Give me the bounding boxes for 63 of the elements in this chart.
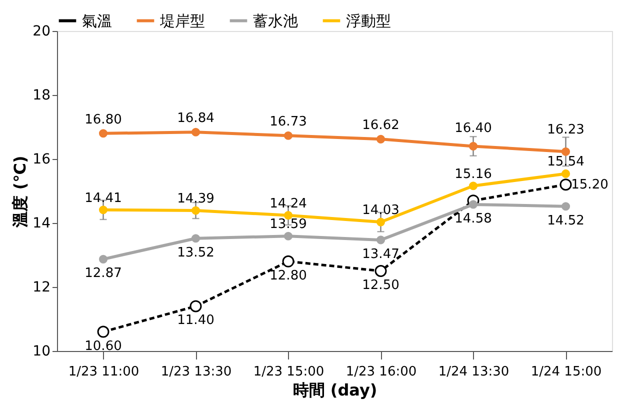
y-tick-label: 12 (32, 280, 50, 296)
point (284, 232, 293, 240)
data-label: 14.52 (547, 213, 584, 228)
point (561, 202, 570, 211)
point (376, 236, 386, 244)
point (376, 218, 386, 226)
data-label: 15.16 (454, 166, 492, 182)
legend-label: 堤岸型 (159, 12, 205, 30)
data-label: 12.87 (84, 266, 122, 282)
point (190, 300, 202, 312)
x-tick-label: 1/23 11:00 (68, 364, 140, 380)
data-label: 12.50 (362, 278, 400, 293)
x-tick-label: 1/24 13:30 (438, 364, 510, 380)
x-tick-label: 1/23 16:00 (346, 364, 417, 380)
point (284, 131, 293, 140)
x-axis-title: 時間 (day) (292, 380, 378, 400)
data-label: 15.54 (547, 154, 584, 170)
x-tick-label: 1/23 13:30 (160, 364, 232, 380)
point (560, 178, 572, 191)
y-tick-label: 20 (32, 24, 50, 40)
point (468, 200, 478, 209)
data-label: 16.80 (84, 112, 122, 128)
x-tick-label: 1/24 15:00 (530, 364, 602, 380)
point (191, 234, 200, 243)
data-label: 16.40 (454, 121, 492, 136)
point (98, 254, 108, 264)
data-label: 16.73 (270, 114, 307, 130)
y-tick-label: 14 (32, 216, 51, 232)
y-tick-label: 18 (32, 88, 50, 104)
data-label: 16.62 (362, 118, 400, 134)
data-label: 14.03 (362, 203, 400, 218)
point (376, 134, 386, 144)
point (468, 182, 478, 190)
point (374, 265, 387, 277)
point (97, 326, 110, 338)
data-label: 15.20 (571, 178, 608, 193)
data-label: 10.60 (84, 338, 122, 354)
x-tick-label: 1/23 15:00 (253, 364, 324, 380)
point (468, 142, 478, 150)
y-tick-label: 16 (32, 152, 51, 168)
point (561, 147, 570, 156)
legend-label: 浮動型 (346, 12, 391, 30)
point (98, 206, 108, 214)
y-axis-title: 溫度 (℃) (10, 156, 30, 228)
point (191, 128, 200, 136)
data-label: 14.24 (270, 196, 307, 212)
y-tick-label: 10 (32, 344, 50, 360)
point (561, 169, 570, 178)
data-label: 14.58 (454, 211, 492, 226)
data-label: 12.80 (270, 268, 307, 284)
data-label: 14.39 (177, 192, 214, 207)
data-label: 13.47 (362, 246, 400, 262)
point (191, 206, 200, 215)
data-label: 13.52 (177, 245, 214, 260)
point (282, 255, 294, 268)
data-label: 11.40 (177, 313, 214, 328)
legend-label: 蓄水池 (253, 12, 298, 30)
data-label: 16.84 (177, 111, 214, 126)
data-label: 13.59 (270, 217, 307, 232)
data-label: 14.41 (84, 190, 122, 206)
data-label: 16.23 (547, 122, 584, 138)
legend-label: 氣溫 (82, 12, 112, 30)
point (98, 129, 108, 138)
